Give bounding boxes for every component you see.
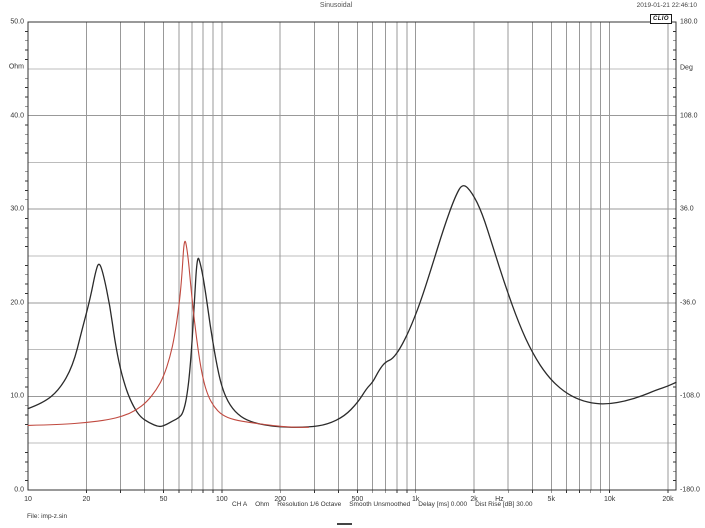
x-tick-label: 20 (82, 496, 91, 503)
x-tick-label: 5k (547, 496, 555, 503)
clio-logo: CLIO (650, 14, 672, 24)
status-dist-rise: Dist Rise [dB] 30.00 (475, 501, 533, 508)
status-delay: Delay [ms] 0.000 (418, 501, 468, 508)
y-left-axis-unit-label: Ohm (8, 63, 24, 71)
y-left-tick-label: 10.0 (10, 392, 24, 400)
y-right-tick-label: -108.0 (680, 392, 700, 400)
y-left-tick-label: 20.0 (10, 299, 24, 307)
status-unit: Ohm (255, 501, 270, 508)
y-left-tick-label: 50.0 (10, 18, 24, 26)
x-tick-label: 100 (216, 496, 228, 503)
y-left-tick-label: 40.0 (10, 112, 24, 120)
x-tick-label: 10 (24, 496, 32, 503)
x-tick-label: 20k (662, 496, 674, 503)
y-left-tick-label: 30.0 (10, 205, 24, 213)
x-tick-label: 10k (603, 496, 616, 503)
status-smoothing: Smooth Unsmoothed (349, 501, 411, 508)
measurement-title: Sinusoidal (319, 2, 353, 9)
y-left-tick-label: 0.0 (14, 486, 24, 494)
x-tick-label: 1k (412, 496, 420, 503)
y-right-tick-label: 108.0 (680, 112, 698, 120)
y-right-tick-label: 36.0 (680, 205, 694, 213)
y-right-tick-label: -180.0 (680, 486, 700, 494)
impedance-reference-curve (27, 240, 310, 428)
measurement-timestamp: 2019-01-21 22:46:10 (636, 2, 697, 9)
y-right-tick-label: -36.0 (680, 299, 696, 307)
status-line: CH A Ohm Resolution 1/6 Octave Smooth Un… (232, 501, 533, 509)
y-right-tick-label: 180.0 (680, 18, 698, 26)
x-tick-label: 500 (351, 496, 364, 503)
bottom-marker (337, 523, 352, 525)
file-name-label: File: imp-z.sin (27, 513, 68, 520)
impedance-measured-curve (27, 185, 677, 428)
x-axis-unit-label: Hz (495, 496, 504, 503)
x-tick-label: 2k (470, 496, 478, 503)
x-tick-label: 200 (274, 496, 287, 503)
x-tick-label: 50 (159, 496, 168, 503)
y-right-axis-unit-label: Deg (680, 64, 693, 71)
status-channel: CH A (232, 501, 248, 508)
status-resolution: Resolution 1/6 Octave (277, 501, 342, 508)
